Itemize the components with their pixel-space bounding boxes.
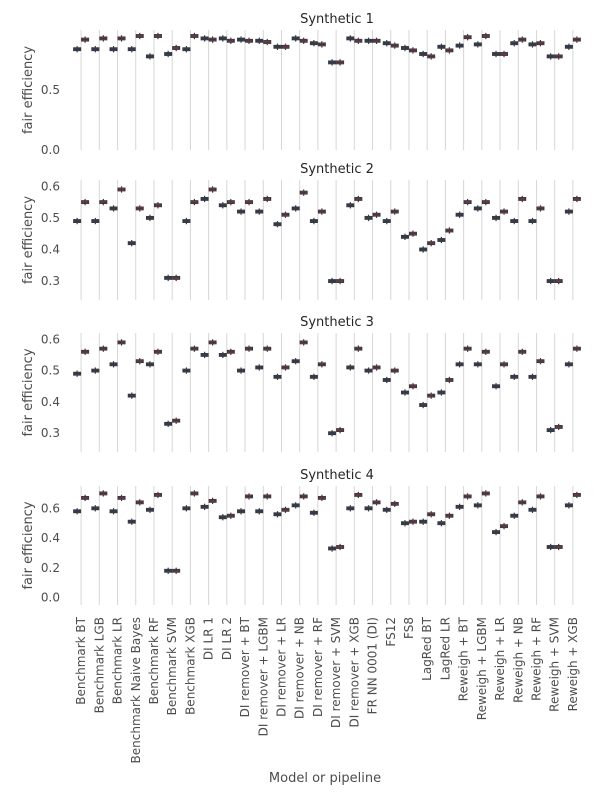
x-tick-label: DI remover + SVM [329,617,343,728]
y-tick-label: 0.0 [41,591,60,605]
x-tick-label: DI remover + LR [274,617,288,717]
y-tick-label: 0.4 [41,395,60,409]
y-tick-label: 0.3 [41,426,60,440]
x-tick-label: Benchmark XGB [183,617,197,715]
panel-title: Synthetic 4 [300,468,374,483]
x-tick-label: DI remover + NB [293,617,307,719]
x-tick-label: DI remover + LGBM [256,617,270,736]
x-tick-label: Benchmark LR [111,617,125,704]
x-tick-label: Reweigh + BT [457,616,471,701]
x-tick-label: FS12 [384,617,398,647]
y-tick-label: 0.2 [41,561,60,575]
y-tick-label: 0.5 [41,364,60,378]
y-tick-label: 0.0 [41,143,60,157]
x-tick-label: Benchmark RF [147,617,161,705]
x-tick-label: Reweigh + SVM [548,617,562,712]
y-axis-label: fair efficiency [21,196,36,284]
x-tick-label: Benchmark BT [74,616,88,704]
x-tick-label: Benchmark SVM [165,617,179,715]
x-tick-label: DI LR 2 [220,617,234,660]
y-tick-label: 0.5 [41,83,60,97]
x-tick-label: LagRed LR [438,617,452,680]
y-tick-label: 0.6 [41,501,60,515]
y-axis-label: fair efficiency [21,348,36,436]
x-tick-label: Reweigh + RF [529,617,543,701]
y-tick-label: 0.6 [41,332,60,346]
panel-title: Synthetic 1 [300,12,374,27]
y-tick-label: 0.4 [41,531,60,545]
y-tick-label: 0.3 [41,274,60,288]
x-tick-label: Reweigh + LR [493,617,507,701]
x-tick-label: Reweigh + XGB [566,617,580,711]
x-tick-label: DI remover + RF [311,617,325,717]
x-tick-label: LagRed BT [420,616,434,681]
panel-title: Synthetic 2 [300,162,374,177]
panel-title: Synthetic 3 [300,315,374,330]
x-tick-label: Benchmark Naive Bayes [129,617,143,763]
y-axis-label: fair efficiency [21,501,36,589]
x-tick-label: DI LR 1 [202,617,216,660]
y-tick-label: 0.5 [41,211,60,225]
x-tick-label: Reweigh + LGBM [475,617,489,720]
x-tick-label: FR NN 0001 (DI) [366,617,380,714]
x-tick-label: FS8 [402,617,416,639]
x-tick-label: Benchmark LGB [92,617,106,713]
x-tick-label: Reweigh + NB [511,617,525,703]
y-axis-label: fair efficiency [21,46,36,134]
x-tick-label: DI remover + XGB [347,617,361,728]
y-tick-label: 0.6 [41,179,60,193]
x-tick-label: DI remover + BT [238,616,252,717]
y-tick-label: 0.4 [41,242,60,256]
x-axis-label: Model or pipeline [269,771,381,786]
